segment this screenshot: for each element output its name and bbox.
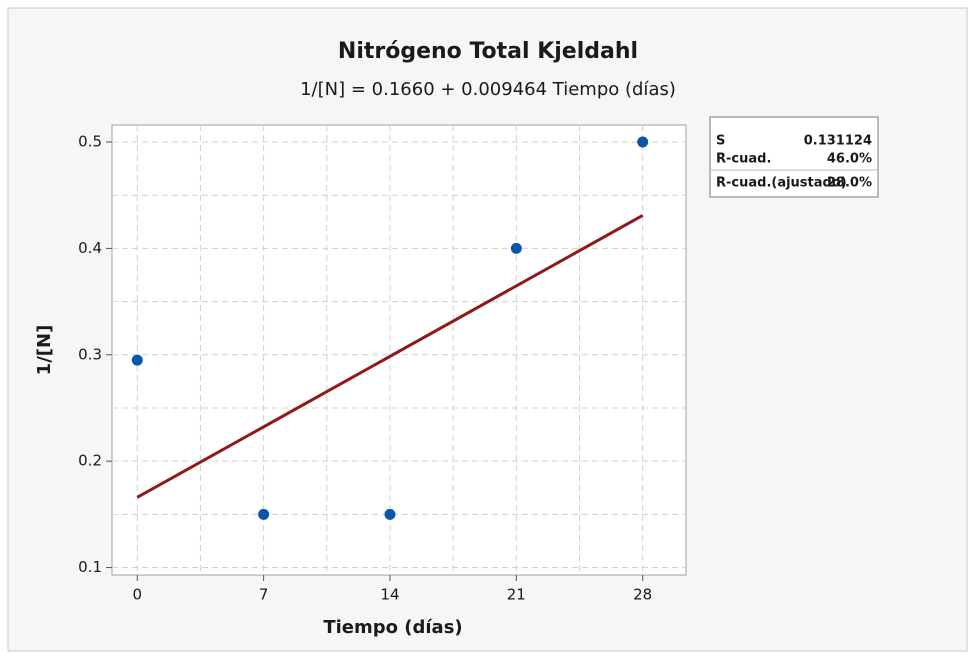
stats-label: R-cuad. (716, 152, 771, 167)
data-point (131, 354, 143, 366)
stats-frame (709, 116, 879, 198)
x-axis-label: Tiempo (días) (323, 617, 462, 638)
y-tick-label: 0.3 (78, 345, 102, 363)
stats-value: 46.0% (827, 152, 872, 167)
stats-box (709, 116, 879, 198)
stats-label: R-cuad.(ajustado) (716, 176, 847, 191)
data-point (258, 508, 270, 520)
data-point (637, 136, 649, 148)
y-axis-label: 1/[N] (34, 325, 55, 376)
data-point (384, 508, 396, 520)
chart-title: Nitrógeno Total Kjeldahl (338, 39, 638, 64)
fit-line (136, 214, 644, 499)
stats-value: 0.131124 (804, 134, 872, 149)
data-point (510, 242, 522, 254)
y-tick-label: 0.1 (78, 558, 102, 576)
x-tick-label: 7 (259, 586, 269, 604)
y-tick-label: 0.5 (78, 133, 102, 151)
x-tick-label: 28 (633, 586, 652, 604)
x-tick-label: 21 (507, 586, 526, 604)
y-tick-label: 0.4 (78, 239, 102, 257)
y-tick-label: 0.2 (78, 452, 102, 470)
stats-value: 28.0% (827, 176, 872, 191)
x-tick-label: 0 (132, 586, 142, 604)
stats-label: S (716, 134, 725, 149)
x-tick-label: 14 (380, 586, 399, 604)
chart-subtitle: 1/[N] = 0.1660 + 0.009464 Tiempo (días) (300, 79, 676, 100)
